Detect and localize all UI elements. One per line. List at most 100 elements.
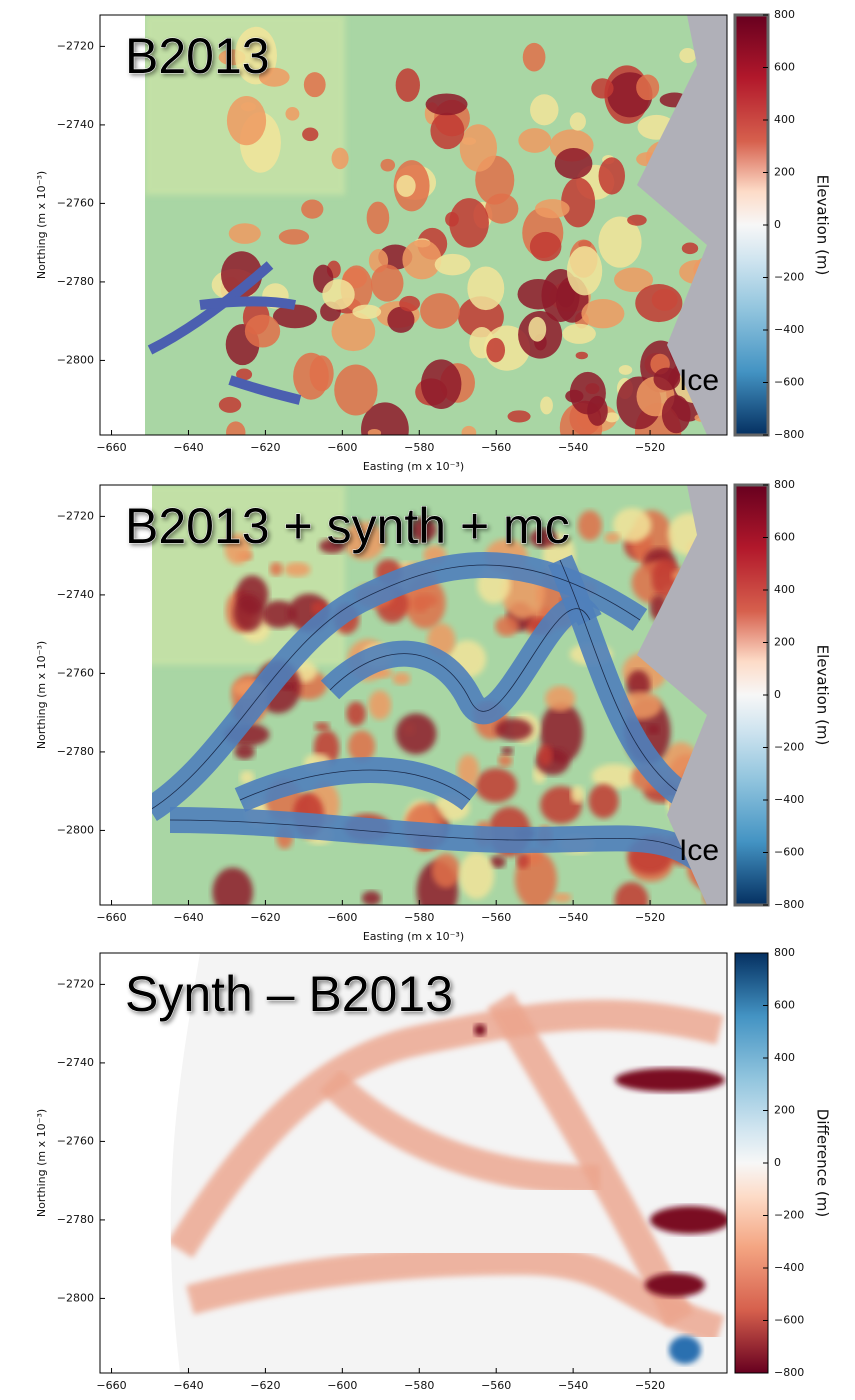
terrain: [331, 147, 349, 170]
terrain: [459, 124, 498, 172]
colorbar-label: Elevation (m): [814, 175, 832, 276]
terrain: [430, 112, 465, 150]
terrain: [561, 177, 596, 228]
terrain: [587, 395, 608, 426]
plot-frame: [99, 14, 728, 436]
terrain: [613, 267, 654, 293]
terrain: [653, 367, 681, 391]
ice: [637, 15, 727, 435]
colorbar-tick-label: −200: [774, 271, 804, 284]
difference-blob: [650, 1206, 727, 1234]
map-image: [100, 953, 727, 1373]
terrain: [361, 890, 381, 905]
x-tick-label: −600: [327, 911, 357, 924]
terrain: [380, 158, 396, 172]
terrain: [278, 229, 310, 245]
colorbar-tick-label: 600: [774, 61, 795, 74]
x-tick-label: −660: [96, 911, 126, 924]
terrain: [395, 713, 437, 755]
terrain: [497, 754, 513, 767]
terrain: [518, 128, 552, 153]
y-tick-label: −2800: [57, 353, 94, 366]
contour: [329, 608, 591, 712]
terrain: [501, 746, 514, 755]
terrain: [457, 754, 480, 787]
colorbar-tick-label: 200: [774, 636, 795, 649]
x-axis-label: Easting (m x 10⁻³): [363, 460, 464, 473]
y-tick-label: −2760: [57, 666, 94, 679]
terrain: [495, 718, 533, 741]
terrain: [244, 314, 281, 348]
terrain: [309, 355, 334, 392]
colorbar: [734, 952, 769, 1374]
terrain: [449, 198, 489, 248]
terrain: [535, 199, 570, 219]
x-tick-label: −640: [173, 441, 203, 454]
terrain: [218, 396, 242, 413]
panel-title: B2013: [125, 28, 270, 84]
terrain: [627, 214, 647, 226]
terrain: [588, 783, 619, 819]
difference-band: [167, 999, 724, 1259]
y-tick-label: −2780: [57, 745, 94, 758]
terrain: [591, 763, 638, 789]
terrain: [410, 517, 437, 542]
colorbar-tick-label: 800: [774, 946, 795, 959]
difference-blob: [645, 1273, 705, 1297]
colorbar: [733, 483, 770, 907]
x-tick-label: −660: [96, 1379, 126, 1392]
colorbar-tick-label: −800: [774, 1366, 804, 1379]
x-tick-label: −640: [173, 911, 203, 924]
terrain: [562, 323, 596, 344]
colorbar-tick-label: 0: [774, 688, 781, 701]
terrain: [302, 127, 319, 142]
terrain: [233, 594, 264, 632]
terrain: [613, 507, 652, 543]
terrain: [352, 304, 382, 319]
plot-frame: [99, 484, 728, 906]
y-tick-label: −2780: [57, 275, 94, 288]
x-tick-label: −520: [635, 1379, 665, 1392]
terrain: [461, 425, 477, 435]
contour: [169, 819, 701, 861]
colorbar-tick-label: 0: [774, 1156, 781, 1169]
channel: [228, 375, 302, 405]
colorbar-label: Elevation (m): [814, 645, 832, 746]
x-tick-label: −540: [558, 441, 588, 454]
terrain: [529, 231, 562, 262]
contour: [239, 769, 471, 801]
colorbar-tick-label: −200: [774, 1209, 804, 1222]
terrain: [598, 157, 626, 195]
terrain: [566, 246, 603, 296]
terrain: [402, 239, 442, 280]
terrain: [392, 672, 411, 686]
terrain: [301, 199, 324, 219]
x-tick-label: −620: [250, 911, 280, 924]
terrain: [212, 867, 254, 905]
x-tick-label: −540: [558, 911, 588, 924]
difference-blob: [474, 1024, 486, 1036]
colorbar-tick-label: −200: [774, 741, 804, 754]
terrain: [591, 78, 614, 99]
terrain: [540, 396, 553, 415]
terrain: [261, 600, 297, 628]
channel: [147, 261, 274, 355]
y-axis-label: Northing (m x 10⁻³): [35, 641, 48, 749]
colorbar-tick-label: 400: [774, 113, 795, 126]
x-tick-label: −580: [404, 911, 434, 924]
terrain: [604, 532, 621, 544]
difference-band: [487, 992, 694, 1327]
plot-frame: [99, 952, 728, 1374]
terrain: [366, 201, 390, 235]
terrain: [575, 351, 588, 360]
y-tick-label: −2760: [57, 1134, 94, 1147]
terrain: [224, 533, 251, 565]
terrain: [228, 223, 261, 244]
map-image: [100, 15, 727, 435]
terrain: [516, 852, 530, 869]
no-data: [100, 953, 200, 1373]
terrain: [399, 295, 420, 312]
terrain: [425, 93, 468, 116]
terrain: [226, 421, 246, 435]
terrain: [545, 685, 576, 712]
